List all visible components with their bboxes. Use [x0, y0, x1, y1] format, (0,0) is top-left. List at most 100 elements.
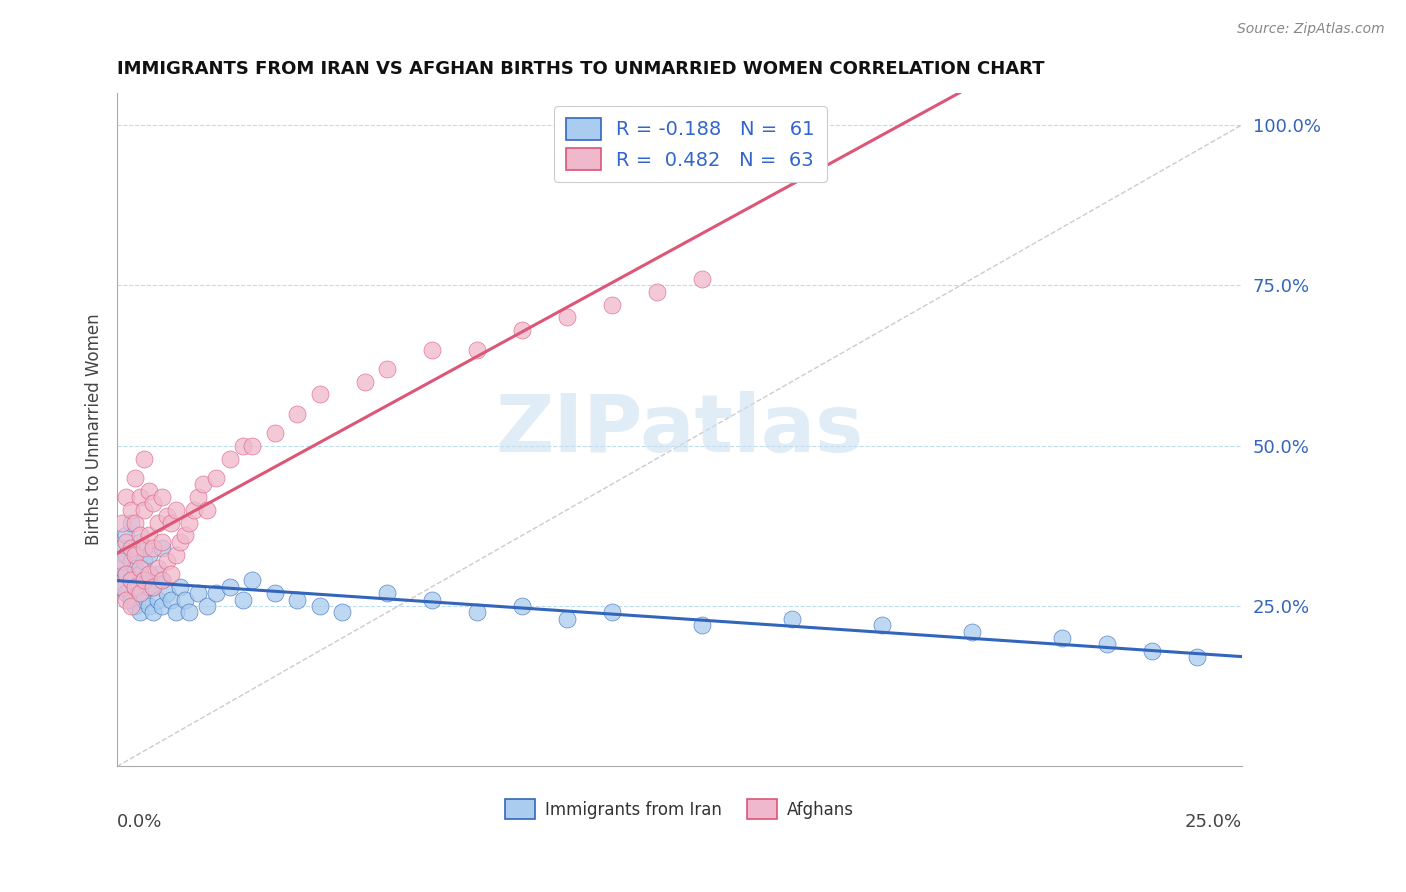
Point: [142, 541, 165, 556]
Point: [146, 592, 169, 607]
Point: [138, 566, 160, 581]
Point: [160, 566, 183, 581]
Point: [120, 592, 142, 607]
Point: [156, 586, 179, 600]
Point: [870, 618, 893, 632]
Point: [263, 425, 285, 440]
Point: [1095, 638, 1118, 652]
Point: [120, 554, 142, 568]
Point: [124, 548, 146, 562]
Point: [1050, 631, 1073, 645]
Point: [142, 580, 165, 594]
Point: [142, 606, 165, 620]
Text: ZIPatlas: ZIPatlas: [495, 391, 863, 468]
Text: Source: ZipAtlas.com: Source: ZipAtlas.com: [1237, 22, 1385, 37]
Point: [183, 503, 205, 517]
Point: [308, 387, 330, 401]
Point: [134, 574, 156, 588]
Point: [263, 586, 285, 600]
Point: [111, 580, 134, 594]
Point: [173, 528, 195, 542]
Point: [138, 528, 160, 542]
Point: [240, 439, 263, 453]
Point: [124, 599, 146, 613]
Point: [115, 490, 138, 504]
Point: [169, 580, 191, 594]
Legend: Immigrants from Iran, Afghans: Immigrants from Iran, Afghans: [498, 793, 860, 825]
Point: [138, 483, 160, 498]
Point: [142, 580, 165, 594]
Point: [375, 361, 398, 376]
Point: [120, 574, 142, 588]
Point: [128, 490, 150, 504]
Point: [124, 471, 146, 485]
Point: [120, 541, 142, 556]
Point: [134, 451, 156, 466]
Point: [232, 439, 254, 453]
Point: [115, 548, 138, 562]
Point: [510, 323, 533, 337]
Point: [285, 407, 308, 421]
Point: [124, 580, 146, 594]
Point: [218, 580, 240, 594]
Point: [138, 599, 160, 613]
Point: [150, 490, 173, 504]
Point: [187, 586, 209, 600]
Point: [124, 560, 146, 574]
Point: [115, 592, 138, 607]
Point: [156, 554, 179, 568]
Point: [134, 574, 156, 588]
Point: [160, 592, 183, 607]
Point: [120, 574, 142, 588]
Point: [285, 592, 308, 607]
Point: [124, 580, 146, 594]
Point: [330, 606, 353, 620]
Point: [555, 612, 578, 626]
Point: [690, 272, 713, 286]
Point: [111, 516, 134, 530]
Point: [134, 554, 156, 568]
Point: [115, 566, 138, 581]
Point: [960, 624, 983, 639]
Point: [690, 618, 713, 632]
Point: [240, 574, 263, 588]
Point: [465, 606, 488, 620]
Point: [128, 586, 150, 600]
Point: [111, 554, 134, 568]
Point: [205, 586, 228, 600]
Point: [128, 606, 150, 620]
Point: [195, 503, 218, 517]
Point: [1140, 644, 1163, 658]
Y-axis label: Births to Unmarried Women: Births to Unmarried Women: [86, 314, 103, 546]
Point: [308, 599, 330, 613]
Point: [134, 503, 156, 517]
Point: [150, 541, 173, 556]
Point: [150, 574, 173, 588]
Point: [120, 516, 142, 530]
Point: [115, 566, 138, 581]
Point: [150, 535, 173, 549]
Point: [128, 535, 150, 549]
Point: [156, 509, 179, 524]
Text: 25.0%: 25.0%: [1184, 814, 1241, 831]
Point: [150, 599, 173, 613]
Point: [510, 599, 533, 613]
Point: [142, 496, 165, 510]
Point: [134, 541, 156, 556]
Point: [128, 528, 150, 542]
Point: [600, 298, 623, 312]
Point: [555, 310, 578, 325]
Point: [146, 516, 169, 530]
Point: [115, 586, 138, 600]
Point: [195, 599, 218, 613]
Point: [420, 592, 443, 607]
Point: [111, 560, 134, 574]
Point: [134, 592, 156, 607]
Point: [205, 471, 228, 485]
Point: [165, 606, 187, 620]
Point: [1185, 650, 1208, 665]
Point: [138, 580, 160, 594]
Point: [128, 566, 150, 581]
Point: [375, 586, 398, 600]
Point: [165, 548, 187, 562]
